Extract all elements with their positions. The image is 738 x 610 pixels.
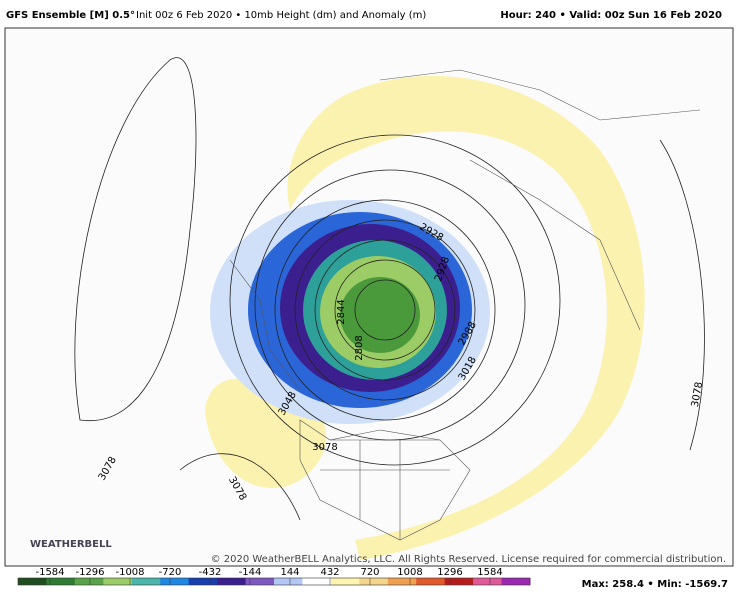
colorbar-segment: [359, 578, 389, 585]
colorbar-segment: [473, 578, 503, 585]
coastlines: [229, 69, 701, 541]
colorbar-tick-label: 432: [320, 567, 339, 578]
colorbar-segment: [302, 578, 332, 585]
colorbar-tick-label: 144: [280, 567, 299, 578]
colorbar-tick-label: -720: [159, 567, 182, 578]
contour-label: 2844: [336, 299, 347, 324]
colorbar-segment: [274, 578, 303, 585]
map-area: [4, 27, 734, 567]
colorbar-segment: [444, 578, 474, 585]
colorbar-frame: [17, 577, 531, 586]
colorbar-tick-label: -1296: [75, 567, 104, 578]
copyright: © 2020 WeatherBELL Analytics, LLC. All R…: [211, 554, 726, 565]
colorbar-segment: [416, 578, 446, 585]
colorbar-tick-label: 1296: [437, 567, 462, 578]
contour-label: 2808: [354, 335, 365, 360]
max-min: Max: 258.4 • Min: -1569.7: [582, 579, 728, 590]
subtitle: Init 00z 6 Feb 2020 • 10mb Height (dm) a…: [136, 10, 426, 21]
colorbar-tick-label: 1008: [397, 567, 422, 578]
valid-time: Hour: 240 • Valid: 00z Sun 16 Feb 2020: [500, 10, 722, 21]
colorbar-tick-label: -1008: [115, 567, 144, 578]
colorbar-segment: [103, 578, 133, 585]
colorbar-segment: [387, 578, 417, 585]
contour-label: 3078: [690, 381, 705, 408]
colorbar-segment: [188, 578, 218, 585]
contour-label: 3078: [312, 442, 337, 453]
colorbar-segment: [217, 578, 247, 585]
height-contours: [74, 57, 705, 521]
colorbar-segment: [501, 578, 531, 585]
colorbar-tick-label: -144: [239, 567, 262, 578]
colorbar-segment: [160, 578, 190, 585]
title: GFS Ensemble [M] 0.5°: [6, 10, 135, 21]
colorbar-segment: [74, 578, 104, 585]
colorbar-segment: [245, 578, 275, 585]
colorbar-tick-label: -1584: [35, 567, 64, 578]
colorbar-segment: [46, 578, 76, 585]
anomaly-green: [340, 277, 420, 353]
colorbar-tick-label: 720: [360, 567, 379, 578]
colorbar-tick-label: -432: [199, 567, 222, 578]
colorbar-segment: [131, 578, 161, 585]
logo: WEATHERBELL: [30, 539, 112, 550]
colorbar-segment: [330, 578, 360, 585]
positive-anomaly: [287, 75, 645, 561]
colorbar-segment: [18, 578, 47, 585]
colorbar-tick-label: 1584: [477, 567, 502, 578]
